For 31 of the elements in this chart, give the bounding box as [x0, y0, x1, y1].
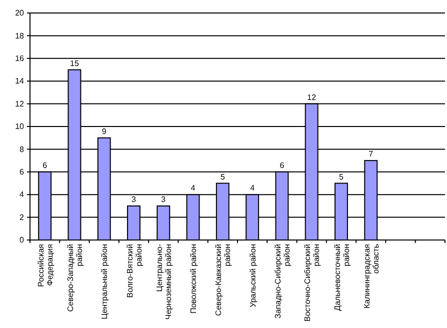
data-label: 5: [339, 172, 344, 182]
x-tick-label: Волго-Вятский район: [125, 244, 144, 298]
data-label: 9: [102, 126, 107, 136]
data-label: 5: [220, 172, 226, 182]
data-label: 12: [307, 92, 317, 102]
data-label: 4: [250, 184, 256, 193]
data-label: 15: [70, 58, 80, 68]
data-label: 3: [132, 194, 137, 204]
x-tick-label: Российская Федерация: [36, 244, 54, 287]
data-label: 6: [42, 160, 48, 170]
x-tick-label: Поволжский район: [189, 244, 198, 314]
x-tick-label: Северо-Кавказский район: [214, 244, 232, 316]
x-tick-label: Северо-Западный район: [66, 244, 84, 312]
y-tick-label: 16: [15, 54, 25, 63]
y-tick-label: 10: [15, 122, 25, 132]
y-tick-label: 4: [20, 190, 25, 200]
y-tick-label: 18: [15, 31, 25, 40]
data-label: 3: [161, 194, 166, 204]
y-tick-label: 8: [20, 144, 25, 154]
y-tick-label: 2: [20, 212, 25, 222]
y-tick-label: 12: [15, 99, 25, 108]
y-tick-label: 6: [20, 167, 25, 176]
y-tick-label: 14: [15, 76, 25, 86]
data-label: 4: [190, 184, 196, 193]
y-tick-label: 20: [15, 8, 25, 18]
x-tick-label: Уральский район: [248, 244, 258, 308]
x-tick-label: Центральный район: [100, 244, 110, 320]
y-tick-label: 0: [20, 236, 25, 245]
data-label: 7: [368, 150, 374, 159]
x-tick-label: Западно-Сибирский район: [273, 244, 292, 318]
data-label: 6: [280, 160, 285, 170]
